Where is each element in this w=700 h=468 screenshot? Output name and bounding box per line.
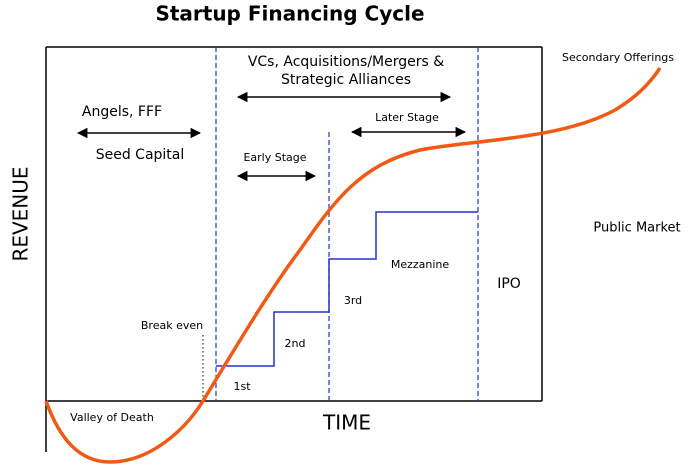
stage-label: Angels, FFF bbox=[82, 104, 162, 120]
stage-label: VCs, Acquisitions/Mergers & bbox=[248, 54, 444, 70]
stage-label: Public Market bbox=[593, 221, 680, 236]
round-label: 1st bbox=[233, 380, 251, 393]
round-label: IPO bbox=[497, 276, 521, 292]
round-label: Mezzanine bbox=[391, 258, 450, 271]
x-axis-label: TIME bbox=[322, 411, 371, 435]
stage-dividers bbox=[215, 47, 479, 401]
stage-label: Early Stage bbox=[243, 151, 306, 164]
frame bbox=[45, 46, 543, 452]
round-label: 2nd bbox=[285, 337, 306, 350]
revenue-curve bbox=[44, 67, 662, 464]
stage-arrows bbox=[76, 91, 467, 182]
stage-label: Later Stage bbox=[375, 111, 439, 124]
annotation: Break even bbox=[141, 319, 203, 332]
stage-label: Secondary Offerings bbox=[562, 51, 674, 64]
y-axis-label: REVENUE bbox=[9, 166, 33, 261]
stage-label: Seed Capital bbox=[96, 147, 185, 163]
funding-steps bbox=[216, 211, 478, 367]
round-label: 3rd bbox=[344, 294, 362, 307]
annotation: Valley of Death bbox=[70, 411, 154, 424]
stage-label: Strategic Alliances bbox=[281, 72, 411, 88]
title: Startup Financing Cycle bbox=[155, 2, 424, 26]
